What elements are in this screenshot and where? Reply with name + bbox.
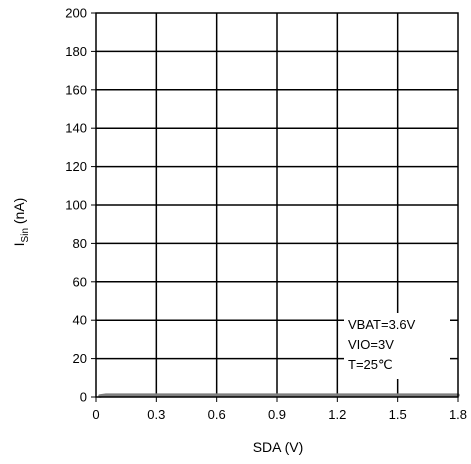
x-axis-label: SDA (V) bbox=[253, 439, 304, 455]
annotation-temperature: T=25℃ bbox=[348, 357, 393, 372]
series-line bbox=[98, 393, 460, 398]
y-tick-label: 80 bbox=[73, 236, 87, 251]
y-axis-label-subscript: Sin bbox=[20, 228, 31, 242]
y-tick-label: 120 bbox=[65, 159, 87, 174]
y-tick-label: 60 bbox=[73, 274, 87, 289]
annotation-background bbox=[344, 313, 450, 379]
y-tick-label: 200 bbox=[65, 6, 87, 21]
y-tick-label: 40 bbox=[73, 313, 87, 328]
y-axis-label-unit: (nA) bbox=[11, 198, 27, 228]
y-tick-label: 180 bbox=[65, 44, 87, 59]
y-tick-labels: 0 20 40 60 80 100 120 140 160 180 200 bbox=[65, 6, 87, 405]
y-tick-label: 160 bbox=[65, 82, 87, 97]
x-tick-label: 0.9 bbox=[268, 407, 286, 422]
x-tick-label: 0 bbox=[92, 407, 99, 422]
x-tick-label: 1.2 bbox=[328, 407, 346, 422]
conditions-annotation: VBAT=3.6V VIO=3V T=25℃ bbox=[344, 313, 450, 379]
x-tick-label: 1.8 bbox=[449, 407, 467, 422]
y-axis-label-main: I bbox=[11, 242, 27, 246]
y-tick-label: 20 bbox=[73, 351, 87, 366]
x-tick-label: 0.6 bbox=[208, 407, 226, 422]
annotation-vio: VIO=3V bbox=[348, 337, 394, 352]
x-tick-labels: 0 0.3 0.6 0.9 1.2 1.5 1.8 bbox=[92, 407, 467, 422]
tick-marks bbox=[91, 12, 459, 402]
x-tick-label: 0.3 bbox=[147, 407, 165, 422]
y-tick-label: 100 bbox=[65, 198, 87, 213]
y-tick-label: 140 bbox=[65, 121, 87, 136]
y-axis-label: ISin (nA) bbox=[11, 198, 31, 247]
grid bbox=[96, 13, 458, 397]
annotation-vbat: VBAT=3.6V bbox=[348, 317, 416, 332]
y-tick-label: 0 bbox=[80, 390, 87, 405]
series-layer bbox=[98, 393, 460, 398]
x-tick-label: 1.5 bbox=[389, 407, 407, 422]
